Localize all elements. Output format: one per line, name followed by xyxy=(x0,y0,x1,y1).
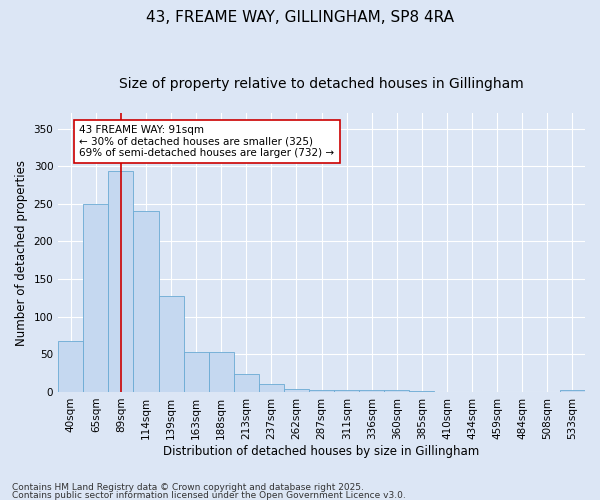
Bar xyxy=(83,204,109,392)
Text: 43, FREAME WAY, GILLINGHAM, SP8 4RA: 43, FREAME WAY, GILLINGHAM, SP8 4RA xyxy=(146,10,454,25)
Title: Size of property relative to detached houses in Gillingham: Size of property relative to detached ho… xyxy=(119,78,524,92)
Bar xyxy=(560,390,585,392)
Bar xyxy=(409,391,434,392)
Bar xyxy=(109,172,133,392)
Bar xyxy=(209,352,234,392)
Bar xyxy=(133,212,158,392)
Bar xyxy=(184,352,209,392)
Bar xyxy=(309,390,334,392)
Bar xyxy=(385,390,409,392)
X-axis label: Distribution of detached houses by size in Gillingham: Distribution of detached houses by size … xyxy=(163,444,480,458)
Bar xyxy=(58,341,83,392)
Bar xyxy=(359,390,385,392)
Text: Contains public sector information licensed under the Open Government Licence v3: Contains public sector information licen… xyxy=(12,490,406,500)
Y-axis label: Number of detached properties: Number of detached properties xyxy=(15,160,28,346)
Text: Contains HM Land Registry data © Crown copyright and database right 2025.: Contains HM Land Registry data © Crown c… xyxy=(12,484,364,492)
Bar xyxy=(334,390,359,392)
Bar xyxy=(259,384,284,392)
Bar xyxy=(284,389,309,392)
Text: 43 FREAME WAY: 91sqm
← 30% of detached houses are smaller (325)
69% of semi-deta: 43 FREAME WAY: 91sqm ← 30% of detached h… xyxy=(79,125,335,158)
Bar xyxy=(234,374,259,392)
Bar xyxy=(158,296,184,392)
